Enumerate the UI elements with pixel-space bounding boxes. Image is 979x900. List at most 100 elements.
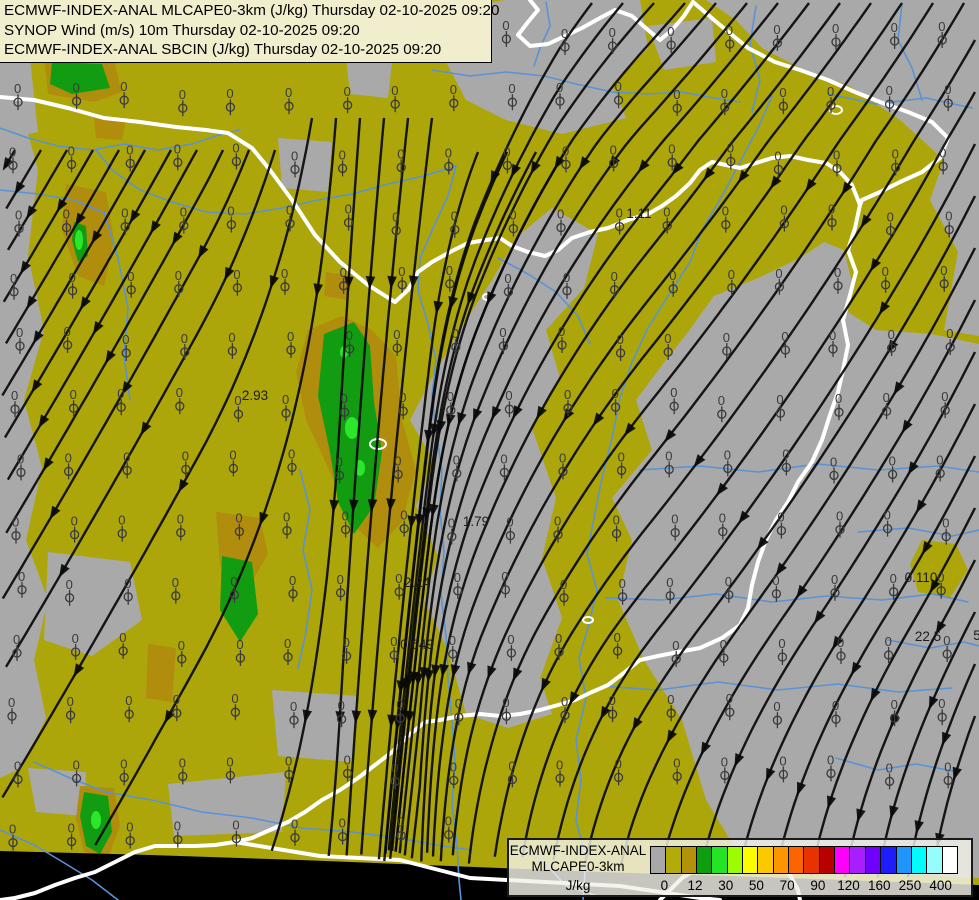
station-calm-circle [181,464,191,475]
station-zero-label: 0 [774,148,781,163]
station-zero-label: 0 [507,632,514,647]
station-calm-circle [507,97,518,107]
station-zero-label: 0 [341,391,348,406]
station-calm-circle [727,283,737,293]
station-zero-label: 0 [120,756,127,771]
station-calm-circle [178,103,188,113]
station-zero-label: 0 [15,208,22,223]
station-calm-circle [672,771,682,782]
station-zero-label: 0 [561,26,568,41]
station-calm-circle [234,526,245,537]
station-calm-circle [12,648,22,658]
station-zero-label: 0 [667,24,674,39]
station-zero-label: 0 [718,393,725,408]
station-calm-circle [778,769,789,780]
station-calm-circle [890,162,901,173]
streamline-arrowhead [150,220,161,234]
station-calm-circle [833,281,843,291]
station-zero-label: 0 [345,202,352,217]
river [887,639,979,649]
streamline-arrowhead [31,379,43,393]
station-zero-label: 0 [127,269,134,284]
streamline [5,149,43,210]
station-calm-circle [122,465,132,476]
streamline-arrowhead [796,584,808,599]
nodata-blob-1 [278,138,332,192]
station-calm-circle [938,161,948,172]
station-zero-label: 0 [118,513,125,528]
station-calm-circle [664,464,674,475]
station-zero-label: 0 [229,447,236,462]
streamline-arrowhead [367,709,378,723]
streamline [619,247,977,867]
nodata-blob-4 [168,772,286,836]
station-zero-label: 0 [776,392,783,407]
station-calm-circle [777,652,788,662]
streamline-arrowhead [797,781,806,796]
station-calm-circle [780,345,791,355]
station-zero-label: 0 [562,143,569,158]
station-calm-circle [834,407,844,417]
station-calm-circle [610,402,621,412]
station-calm-circle [398,406,408,416]
river [533,1,551,67]
streamline-arrowhead [433,300,444,315]
station-calm-circle [888,587,899,597]
station-zero-label: 0 [505,388,512,403]
station-zero-label: 0 [181,331,188,346]
station-zero-label: 0 [891,20,898,35]
station-calm-circle [452,468,462,479]
streamline-arrowhead [172,231,183,246]
streamline [389,151,538,860]
station-calm-circle [562,286,572,296]
station-calm-circle [227,346,238,356]
station-zero-label: 0 [9,144,16,159]
station-calm-circle [937,712,947,722]
station-zero-label: 0 [615,756,622,771]
station-zero-label: 0 [836,509,843,524]
streamline [94,117,338,846]
station-calm-circle [337,831,348,842]
station-zero-label: 0 [673,755,680,770]
station-zero-label: 0 [10,271,17,286]
station-calm-circle [177,654,187,664]
station-calm-circle [943,775,953,786]
streamline [493,39,977,857]
streamline-arrowhead [703,167,716,181]
station-calm-circle [179,220,189,231]
streamline-arrowhead [335,711,345,725]
station-zero-label: 0 [563,270,570,285]
legend-swatch [757,846,774,874]
nodata-blob-2 [44,552,142,656]
streamline-arrowhead [775,562,787,576]
station-calm-circle [171,591,181,601]
river-tisza [575,95,773,900]
station-zero-label: 0 [615,79,622,94]
station-calm-circle [17,585,27,595]
station-calm-circle [827,217,837,228]
legend-tick-label: 30 [718,878,734,893]
station-zero-label: 0 [286,203,293,218]
streamline-arrowhead [344,276,354,290]
station-zero-label: 0 [121,206,128,221]
station-calm-circle [557,340,567,350]
river [605,593,969,603]
station-value: 2.93 [242,388,268,403]
station-calm-circle [286,345,296,355]
station-calm-circle [14,223,24,234]
station-zero-label: 0 [559,450,566,465]
station-calm-circle [228,463,239,474]
streamline [584,195,977,863]
station-zero-label: 0 [228,330,235,345]
streamline-arrowhead [26,295,38,310]
river [95,149,457,215]
streamline-arrowhead [73,663,85,677]
station-calm-circle [779,218,790,229]
streamline-arrowhead [887,339,899,354]
nodata-region-top-right [706,0,979,336]
streamline-arrowhead [56,198,68,213]
legend-swatch [726,846,744,874]
river [297,469,313,669]
streamline-arrowhead [59,563,70,578]
station-calm-circle [671,654,681,664]
